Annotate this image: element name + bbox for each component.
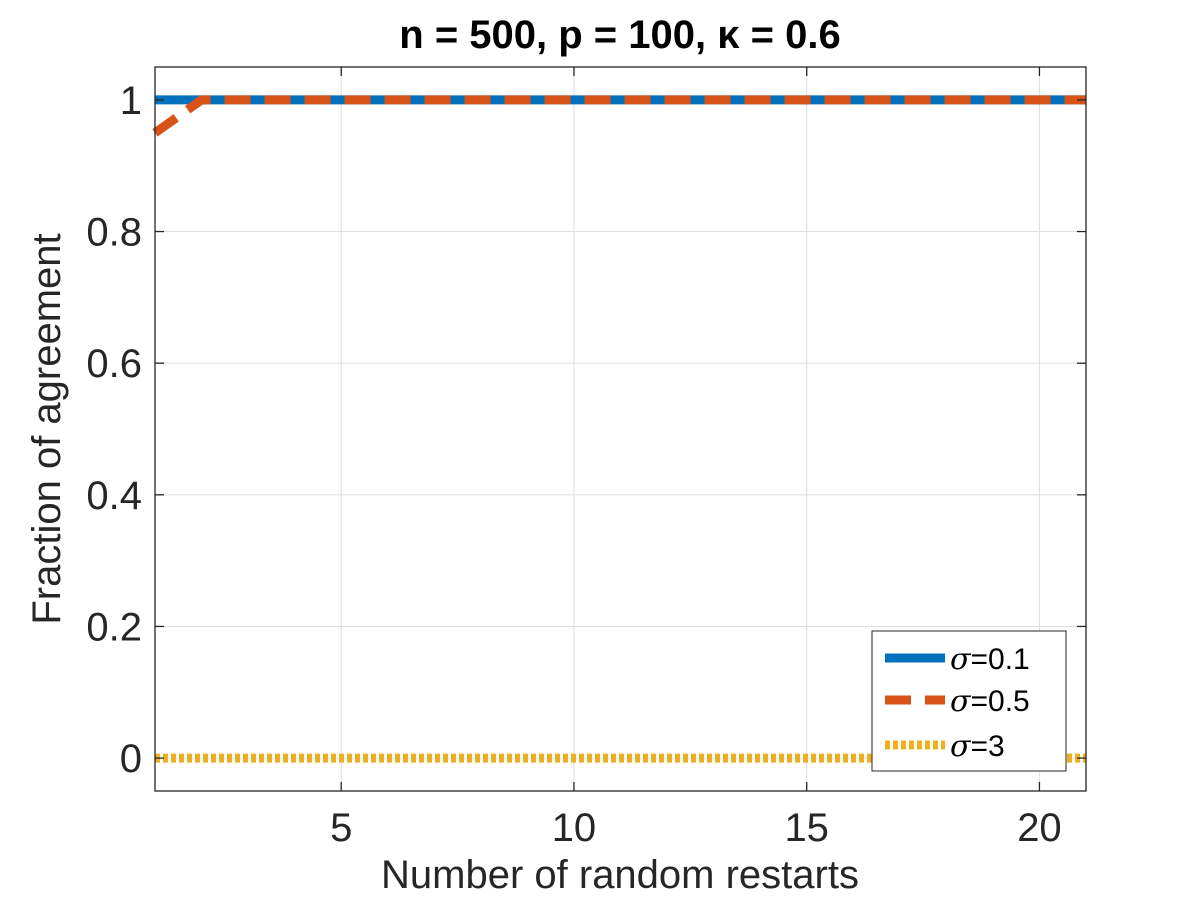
y-tick-label: 0.2 [86,605,142,649]
legend-symbol: σ [950,642,972,677]
legend-value: =0.1 [970,643,1029,676]
x-tick-label: 20 [1017,806,1062,850]
legend: σ=0.1σ=0.5σ=3 [871,630,1067,772]
axes-box [154,66,1087,792]
legend-symbol: σ [950,684,972,719]
x-axis-label: Number of random restarts [381,853,859,897]
x-tick-label: 15 [784,806,829,850]
y-tick-label: 0.8 [86,211,142,255]
legend-value: =0.5 [970,685,1029,718]
chart-title: n = 500, p = 100, κ = 0.6 [399,13,840,57]
y-tick-label: 0.6 [86,342,142,386]
x-tick-label: 5 [330,806,352,850]
series-layer [152,95,1086,763]
series-line-1 [152,95,1086,137]
x-tick-label: 10 [552,806,597,850]
y-tick-label: 0.4 [86,474,142,518]
legend-entry-0: σ=0.1 [950,642,1030,677]
legend-entry-2: σ=3 [950,729,1005,764]
y-axis-label: Fraction of agreement [25,233,69,624]
legend-symbol: σ [950,729,972,764]
axis-ticks: 5 10 15 20 0 0.2 0.4 0.6 0.8 1 [86,67,1086,850]
y-tick-label: 0 [120,737,142,781]
legend-value: =3 [970,730,1004,763]
legend-entry-1: σ=0.5 [950,684,1030,719]
y-tick-label: 1 [120,79,142,123]
